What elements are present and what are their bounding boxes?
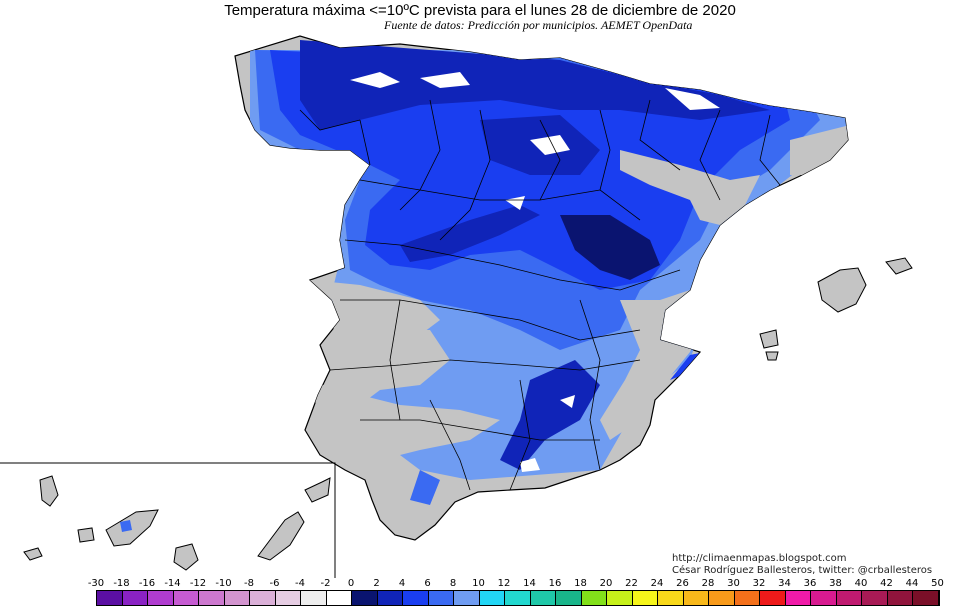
legend-swatch: [173, 591, 199, 605]
legend-swatch: [199, 591, 225, 605]
legend-tick-label: 20: [599, 578, 613, 589]
legend-tick-label: 32: [752, 578, 766, 589]
legend-swatch: [556, 591, 582, 605]
legend-tick-label: 42: [880, 578, 893, 589]
legend-tick-label: -6: [269, 578, 280, 589]
legend-tick-label: -8: [244, 578, 254, 589]
legend-tick-label: -10: [215, 578, 232, 589]
legend-swatch: [683, 591, 709, 605]
color-legend: -30 -18 -16 -14 -12 -10 -8 -6 -4 -2 0 2 4 6 8 10 12 14 16 1…: [0, 576, 960, 609]
legend-swatch: [811, 591, 837, 605]
legend-swatch: [301, 591, 327, 605]
legend-tick-label: 16: [548, 578, 562, 589]
ebro-valley-grey: [620, 150, 760, 225]
province-borders: [299, 99, 781, 491]
legend-tick-label: 8: [449, 578, 457, 589]
legend-swatch: [224, 591, 250, 605]
legend-swatch: [352, 591, 378, 605]
legend-swatch: [479, 591, 505, 605]
cold-core-betic: [500, 360, 600, 470]
legend-tick-label: -14: [164, 578, 181, 589]
canary-inset-frame: [0, 462, 336, 578]
legend-swatch: [454, 591, 480, 605]
cold-core-north: [300, 40, 770, 130]
legend-swatch: [530, 591, 556, 605]
menorca-island: [885, 257, 913, 275]
legend-tick-label: 38: [829, 578, 842, 589]
legend-tick-label: -18: [113, 578, 130, 589]
legend-tick-label: 6: [424, 578, 431, 589]
legend-tick-label: 44: [905, 578, 919, 589]
legend-tick-label: 26: [676, 578, 689, 589]
legend-swatch: [760, 591, 786, 605]
teide-cold-spot: [120, 520, 132, 532]
map-title: Temperatura máxima <=10ºC prevista para …: [224, 2, 736, 19]
legend-tick-label: -4: [295, 578, 305, 589]
ibiza-island: [759, 329, 779, 349]
legend-ticks: -30 -18 -16 -14 -12 -10 -8 -6 -4 -2 0 2 4 6 8 10 12 14 16 1…: [0, 576, 960, 590]
legend-swatch: [862, 591, 888, 605]
legend-swatch: [428, 591, 454, 605]
map-subtitle: Fuente de datos: Predicción por municipi…: [384, 18, 693, 32]
legend-swatch: [658, 591, 684, 605]
legend-swatch: [97, 591, 123, 605]
legend-tick-label: 2: [373, 578, 380, 589]
legend-tick-label: -16: [138, 578, 156, 589]
tenerife-island: [105, 509, 159, 547]
legend-swatch: [607, 591, 633, 605]
legend-swatch: [275, 591, 301, 605]
legend-tick-label: 34: [778, 578, 791, 589]
legend-tick-label: 28: [701, 578, 715, 589]
gran-canaria-island: [173, 543, 199, 571]
legend-tick-label: 18: [574, 578, 587, 589]
legend-swatch: [505, 591, 531, 605]
la-gomera-island: [77, 527, 95, 543]
credit-author: César Rodríguez Ballesteros, twitter: @c…: [672, 565, 933, 576]
extremadura-grey: [310, 280, 440, 335]
credit-url: http://climaenmapas.blogspot.com: [672, 553, 847, 564]
legend-colorbar: [96, 590, 940, 606]
legend-tick-label: 12: [497, 578, 511, 589]
snow-patches: [350, 72, 720, 472]
formentera-island: [765, 351, 779, 361]
legend-tick-label: 10: [472, 578, 485, 589]
el-hierro-island: [23, 547, 43, 561]
legend-swatch: [148, 591, 174, 605]
mallorca-island: [817, 267, 867, 313]
cold-core-sistema-central: [400, 205, 540, 262]
legend-tick-label: 36: [803, 578, 817, 589]
legend-swatch: [913, 591, 939, 605]
cold-core-iberico: [560, 215, 660, 280]
legend-tick-label: -2: [320, 578, 331, 589]
legend-swatch: [734, 591, 760, 605]
legend-tick-label: 0: [347, 578, 355, 589]
legend-tick-label: 14: [523, 578, 536, 589]
legend-swatch: [581, 591, 607, 605]
legend-tick-label: 30: [727, 578, 740, 589]
legend-swatch: [887, 591, 913, 605]
legend-swatch: [122, 591, 148, 605]
legend-swatch: [326, 591, 352, 605]
legend-swatch: [836, 591, 862, 605]
legend-tick-label: 50: [931, 578, 944, 589]
canary-islands: [23, 475, 331, 571]
legend-swatch: [785, 591, 811, 605]
fuerteventura-island: [257, 511, 305, 561]
la-palma-island: [39, 475, 59, 507]
legend-swatch: [709, 591, 735, 605]
legend-tick-label: 4: [398, 578, 406, 589]
legend-tick-label: -12: [189, 578, 207, 589]
legend-tick-label: 24: [650, 578, 664, 589]
lanzarote-island: [304, 477, 331, 503]
legend-swatch: [377, 591, 403, 605]
legend-tick-label: 22: [625, 578, 638, 589]
legend-tick-label: 40: [854, 578, 868, 589]
legend-swatch: [250, 591, 276, 605]
legend-swatch: [403, 591, 429, 605]
legend-swatch: [632, 591, 658, 605]
legend-tick-label: -30: [87, 578, 105, 589]
cold-zone-south-west: [410, 470, 440, 505]
